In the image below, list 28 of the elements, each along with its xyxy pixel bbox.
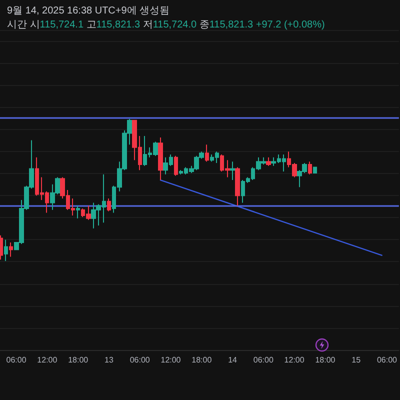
candlestick <box>4 239 8 262</box>
x-tick-label: 13 <box>104 356 114 364</box>
x-tick-label: 18:00 <box>192 356 212 364</box>
candlestick <box>230 161 235 181</box>
x-tick-label: 06:00 <box>6 356 27 364</box>
candlestick <box>313 166 317 174</box>
x-tick-label: 12:00 <box>37 356 58 364</box>
candlestick <box>76 205 80 219</box>
candlestick <box>205 144 209 162</box>
candlestick <box>308 161 312 175</box>
text: 시간 시115,724.1 고115,821.3 저115,724.0 종115,821.3 +97.2 (+0.08%) <box>7 20 325 30</box>
x-tick-label: 18:00 <box>68 356 89 364</box>
candlestick <box>9 242 13 258</box>
candlestick <box>235 166 240 206</box>
x-tick-label: 18:00 <box>315 356 336 364</box>
candlestick <box>107 198 111 212</box>
candlestick <box>174 155 178 176</box>
x-tick-label: 06:00 <box>130 356 150 364</box>
x-tick-label: 15 <box>352 356 362 364</box>
x-tick-label: 14 <box>228 356 238 364</box>
x-tick-label: 06:00 <box>253 356 274 364</box>
x-tick-label: 12:00 <box>160 356 182 364</box>
x-tick-label: 06:00 <box>376 356 398 364</box>
chart-title: 9월 14, 2025 16:38 UTC+9에 생성됨 <box>7 6 170 16</box>
candlestick <box>0 234 3 260</box>
candlestick <box>266 156 271 166</box>
x-tick-label: 12:00 <box>284 356 305 364</box>
candlestick <box>158 136 163 181</box>
